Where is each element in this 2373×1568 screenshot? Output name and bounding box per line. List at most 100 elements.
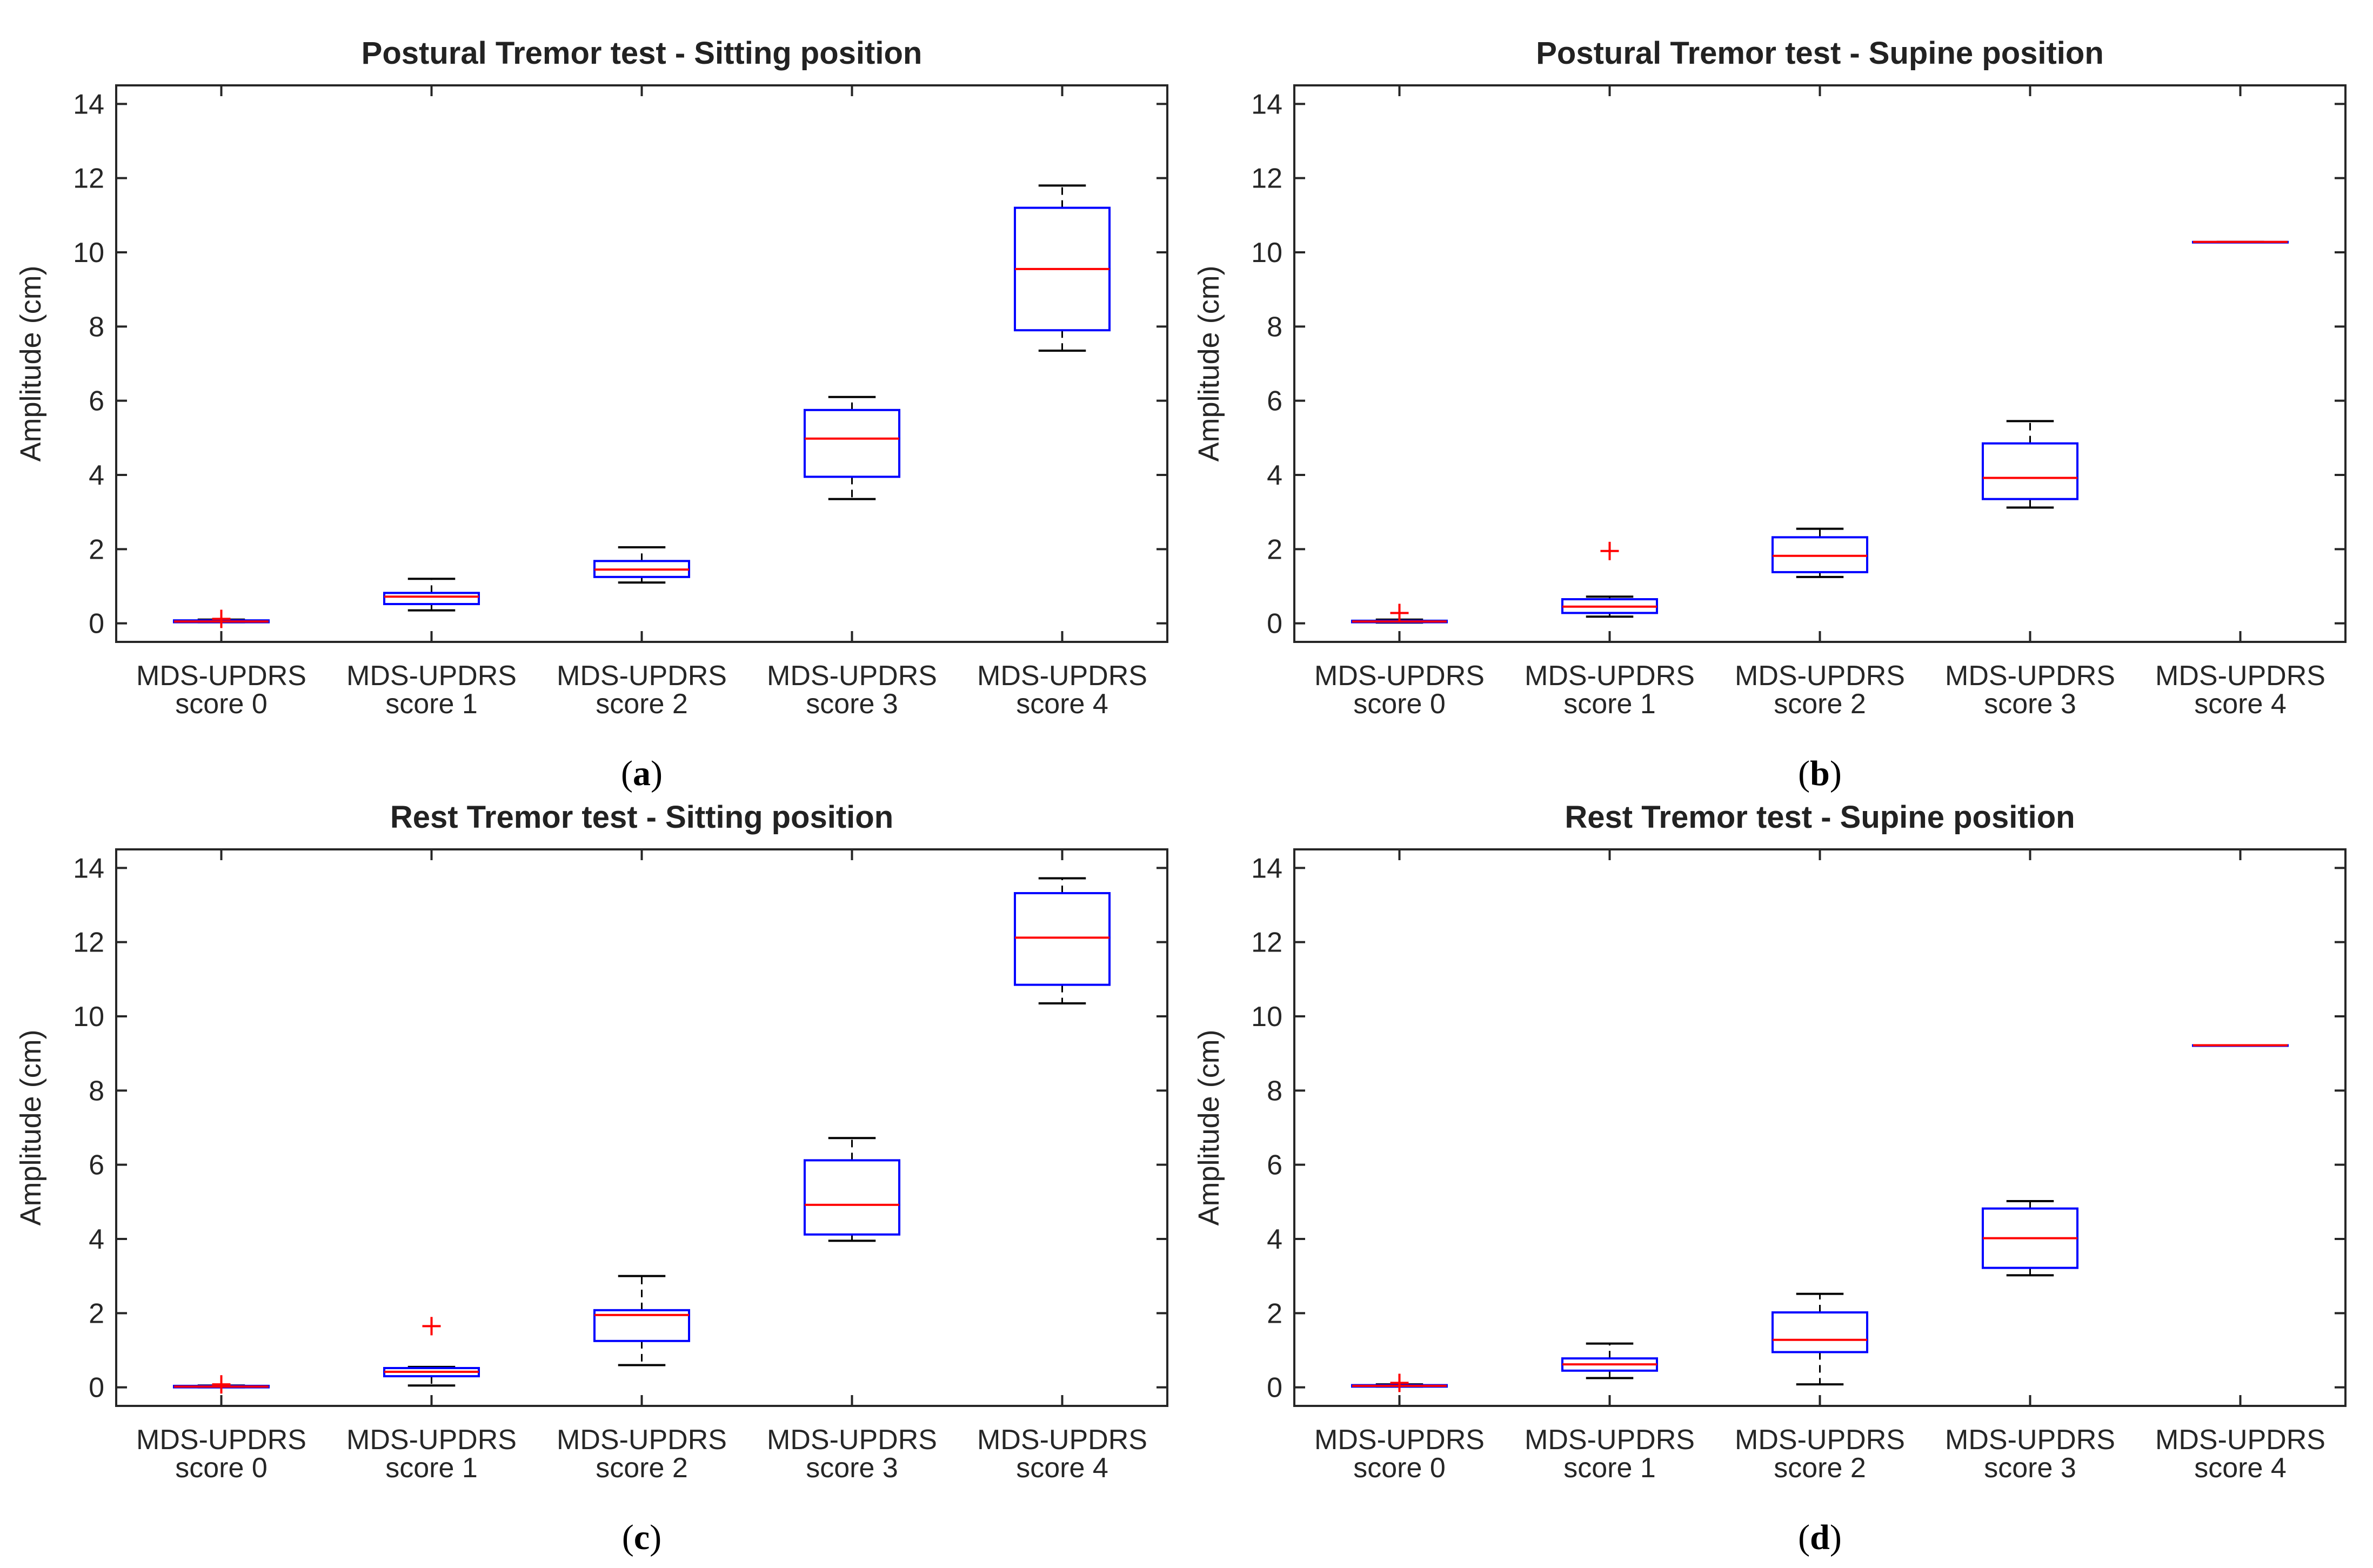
box-score-0 — [172, 1375, 270, 1394]
y-axis-label: Amplitude (cm) — [1193, 1029, 1225, 1225]
x-tick-label-line1: MDS-UPDRS — [557, 660, 727, 692]
x-tick-label-line2: score 3 — [1984, 1452, 2076, 1484]
caption-open-paren: ( — [1798, 754, 1810, 793]
box-score-4 — [2191, 240, 2289, 244]
box-score-0 — [172, 609, 270, 628]
x-tick-label-line2: score 3 — [1984, 688, 2076, 720]
chart-title: Rest Tremor test - Supine position — [1565, 800, 2075, 835]
outlier-marker — [422, 1317, 441, 1336]
x-tick-label-line1: MDS-UPDRS — [136, 1424, 306, 1456]
y-tick-label: 8 — [1267, 1075, 1282, 1107]
x-tick-label-line1: MDS-UPDRS — [767, 660, 937, 692]
y-tick-label: 4 — [1267, 1224, 1282, 1255]
box-score-4 — [1013, 877, 1111, 1004]
box-score-3 — [803, 396, 901, 500]
y-tick-label: 10 — [1251, 237, 1282, 269]
x-tick-label-line1: MDS-UPDRS — [767, 1424, 937, 1456]
x-tick-label-line2: score 4 — [1016, 1452, 1108, 1484]
box-score-3 — [803, 1137, 901, 1242]
y-tick-label: 10 — [1251, 1001, 1282, 1033]
y-tick-label: 0 — [1267, 1372, 1282, 1404]
x-tick-label-line2: score 4 — [1016, 688, 1108, 720]
chart-title: Postural Tremor test - Supine position — [1536, 36, 2104, 71]
panel-a: Postural Tremor test - Sitting position A… — [15, 36, 1168, 793]
x-tick-label-line1: MDS-UPDRS — [557, 1424, 727, 1456]
caption-letter: c — [634, 1518, 650, 1557]
x-tick-label-line2: score 4 — [2194, 688, 2287, 720]
y-tick-label: 0 — [89, 1372, 104, 1404]
x-tick-label-line1: MDS-UPDRS — [1314, 1424, 1485, 1456]
y-tick-label: 8 — [89, 1075, 104, 1107]
axes-frame — [1293, 84, 2347, 643]
box-score-2 — [1771, 527, 1869, 578]
outlier-marker — [212, 1375, 231, 1394]
caption-close-paren: ) — [651, 754, 663, 793]
x-tick-label-line1: MDS-UPDRS — [1525, 1424, 1695, 1456]
y-tick-label: 0 — [1267, 608, 1282, 640]
x-tick-label-line2: score 1 — [1563, 1452, 1656, 1484]
box-score-1 — [1561, 541, 1659, 618]
x-tick-label-line2: score 3 — [806, 1452, 898, 1484]
x-tick-label-line2: score 1 — [385, 1452, 478, 1484]
y-tick-label: 6 — [1267, 386, 1282, 417]
y-tick-label: 4 — [89, 1224, 104, 1255]
axes-frame — [1293, 848, 2347, 1407]
y-tick-label: 14 — [73, 89, 104, 120]
caption-close-paren: ) — [1830, 1518, 1842, 1557]
x-tick-label-line2: score 2 — [596, 688, 688, 720]
iqr-box — [383, 592, 480, 605]
y-tick-label: 14 — [1251, 89, 1282, 120]
x-tick-label-line2: score 4 — [2194, 1452, 2287, 1484]
x-tick-label-line2: score 0 — [1353, 1452, 1446, 1484]
chart-title: Postural Tremor test - Sitting position — [362, 36, 923, 71]
x-tick-label-line2: score 3 — [806, 688, 898, 720]
box-score-1 — [1561, 1342, 1659, 1379]
panel-caption: (c) — [622, 1518, 661, 1557]
y-tick-label: 2 — [89, 1298, 104, 1329]
iqr-box — [803, 1159, 901, 1236]
caption-close-paren: ) — [1830, 754, 1842, 793]
box-score-1 — [383, 1317, 480, 1387]
x-tick-label-line2: score 1 — [1563, 688, 1656, 720]
box-score-2 — [593, 546, 691, 584]
x-tick-label-line2: score 0 — [175, 1452, 268, 1484]
caption-close-paren: ) — [650, 1518, 661, 1557]
x-tick-label-line1: MDS-UPDRS — [1735, 660, 1905, 692]
panel-b: Postural Tremor test - Supine position Am… — [1193, 36, 2347, 793]
x-tick-label-line1: MDS-UPDRS — [977, 1424, 1147, 1456]
y-axis-label: Amplitude (cm) — [15, 1029, 47, 1225]
x-tick-label-line1: MDS-UPDRS — [2155, 1424, 2325, 1456]
box-score-0 — [1351, 1373, 1448, 1392]
panel-d: Rest Tremor test - Supine position Amplit… — [1193, 800, 2347, 1557]
x-tick-label-line2: score 2 — [1774, 688, 1866, 720]
y-tick-label: 4 — [1267, 460, 1282, 491]
x-tick-label-line1: MDS-UPDRS — [346, 660, 517, 692]
y-tick-label: 12 — [73, 163, 104, 195]
y-tick-label: 14 — [73, 853, 104, 884]
caption-open-paren: ( — [621, 754, 633, 793]
x-tick-label-line1: MDS-UPDRS — [1525, 660, 1695, 692]
x-tick-label-line2: score 0 — [175, 688, 268, 720]
panel-caption: (b) — [1798, 754, 1842, 793]
y-tick-label: 10 — [73, 1001, 104, 1033]
iqr-box — [1771, 536, 1869, 573]
box-score-0 — [1351, 604, 1448, 624]
box-score-3 — [1981, 420, 2079, 509]
x-tick-label-line2: score 0 — [1353, 688, 1446, 720]
panel-caption: (d) — [1798, 1518, 1842, 1557]
x-tick-label-line1: MDS-UPDRS — [346, 1424, 517, 1456]
iqr-box — [1771, 1311, 1869, 1353]
x-tick-label-line1: MDS-UPDRS — [1945, 1424, 2115, 1456]
outlier-marker — [1390, 604, 1409, 622]
caption-letter: d — [1810, 1518, 1830, 1557]
outlier-marker — [1600, 541, 1619, 560]
y-tick-label: 12 — [1251, 163, 1282, 195]
x-tick-label-line1: MDS-UPDRS — [136, 660, 306, 692]
panel-c: Rest Tremor test - Sitting position Ampli… — [15, 800, 1168, 1557]
x-tick-label-line1: MDS-UPDRS — [2155, 660, 2325, 692]
outlier-marker — [212, 609, 231, 628]
y-tick-label: 12 — [1251, 927, 1282, 959]
x-tick-label-line1: MDS-UPDRS — [1314, 660, 1485, 692]
outlier-marker — [1390, 1373, 1409, 1392]
